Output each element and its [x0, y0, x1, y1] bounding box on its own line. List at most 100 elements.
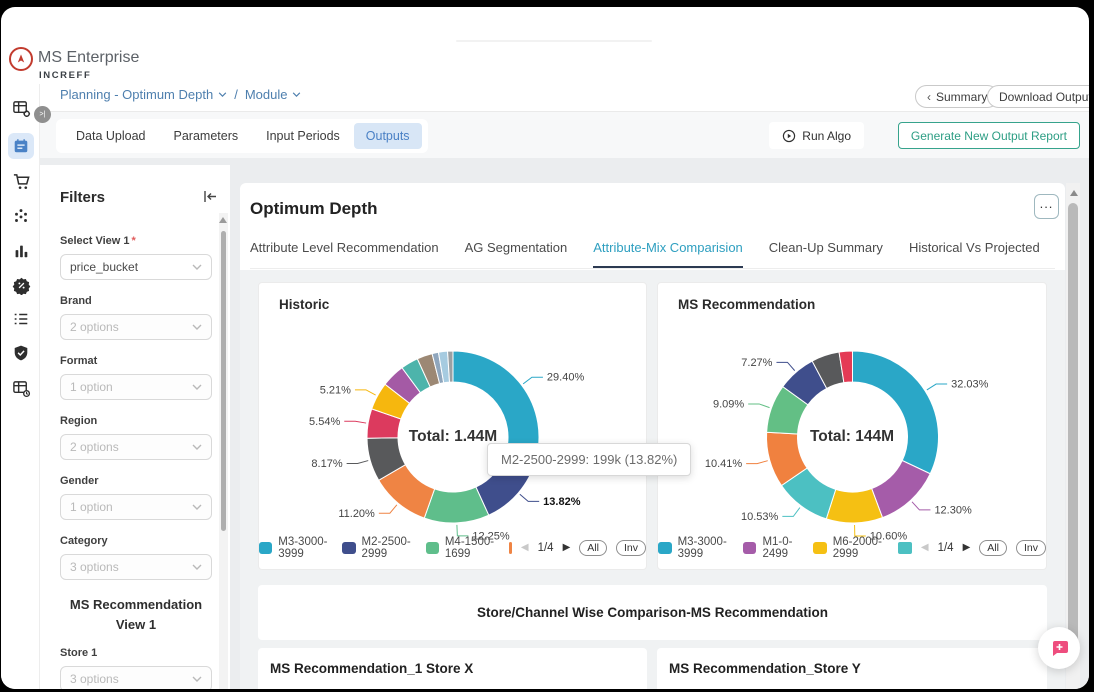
legend-prev-page-arrow[interactable]: ◀ [920, 542, 929, 553]
report-tab-historical-vs-projected[interactable]: Historical Vs Projected [908, 240, 1040, 255]
legend-inv-button[interactable]: Inv [615, 540, 646, 556]
run-algo-button[interactable]: Run Algo [769, 122, 864, 149]
generate-output-report-button[interactable]: Generate New Output Report [897, 122, 1080, 149]
bar-chart-icon[interactable] [8, 238, 34, 264]
sidebar-collapse-toggle[interactable]: >| [34, 106, 51, 123]
label-leader-line [346, 460, 369, 465]
pie-slice[interactable] [447, 350, 454, 383]
filter-field-region: Region 2 options [60, 415, 218, 460]
filter-field-format: Format 1 option [60, 355, 218, 400]
pie-label: 5.21% [320, 384, 351, 396]
report-tab-attribute-mix-comparision[interactable]: Attribute-Mix Comparision [593, 229, 743, 268]
report-tab-ag-segmentation[interactable]: AG Segmentation [464, 240, 568, 255]
filter-select-store-1[interactable]: 3 options [60, 666, 212, 689]
filter-select-region[interactable]: 2 options [60, 434, 212, 460]
legend-all-button[interactable]: All [579, 540, 607, 556]
legend-label: M4-1500-1699 [444, 536, 495, 560]
legend-item-m2-2500-2999[interactable]: M2-2500-2999 [342, 536, 416, 560]
report-tab-clean-up-summary[interactable]: Clean-Up Summary [768, 240, 883, 255]
pie-label: 29.40% [547, 372, 585, 384]
legend-swatch [342, 542, 356, 554]
report-tab-attribute-level-recommendation[interactable]: Attribute Level Recommendation [250, 240, 439, 255]
pie-label: 10.60% [870, 530, 908, 542]
pie-label: 12.25% [472, 530, 510, 542]
pie-label: 5.54% [309, 416, 340, 428]
filter-select-value: 1 option [70, 380, 113, 394]
collapse-panel-icon[interactable] [203, 190, 218, 203]
legend-item-m3-3000-3999[interactable]: M3-3000-3999 [259, 536, 333, 560]
pie-slice-m3-3000-3999[interactable] [852, 350, 940, 475]
download-outputs-button[interactable]: Download Outputs › [987, 85, 1089, 108]
filter-select-category[interactable]: 3 options [60, 554, 212, 580]
cluster-dots-icon[interactable] [8, 203, 34, 229]
legend-label: M3-3000-3999 [278, 536, 328, 560]
module-tab-outputs[interactable]: Outputs [353, 123, 422, 149]
legend-swatch [259, 542, 273, 554]
list-icon[interactable] [8, 306, 34, 332]
filter-select-brand[interactable]: 2 options [60, 314, 212, 340]
module-tabs: Data Upload Parameters Input Periods Output… [56, 119, 428, 153]
page-title: Optimum Depth [250, 199, 378, 218]
filter-select-value: price_bucket [70, 260, 139, 274]
discount-badge-icon[interactable] [8, 272, 34, 298]
chevron-down-icon [192, 264, 202, 270]
table-settings-icon[interactable] [8, 95, 34, 121]
summary-button[interactable]: ‹ Summary [915, 85, 1000, 108]
legend-item-truncated[interactable] [508, 542, 512, 554]
brand-org: INCREFF [39, 70, 92, 81]
pie-slice[interactable] [838, 350, 853, 384]
legend-item-truncated[interactable] [898, 542, 912, 554]
feedback-fab-button[interactable] [1038, 627, 1080, 669]
main-scrollbar-thumb[interactable] [1068, 203, 1078, 658]
filter-select-gender[interactable]: 1 option [60, 494, 212, 520]
legend-inv-button[interactable]: Inv [1015, 540, 1046, 556]
chevron-down-icon [192, 444, 202, 450]
legend-next-page-arrow[interactable]: ▶ [962, 542, 971, 553]
pie-label: 10.41% [705, 458, 743, 470]
pie-label: 13.82% [543, 496, 581, 508]
table-clock-icon[interactable] [8, 375, 34, 401]
pie-label: 32.03% [951, 379, 989, 391]
chevron-down-icon [218, 92, 227, 97]
legend-next-page-arrow[interactable]: ▶ [562, 542, 571, 553]
module-tab-parameters[interactable]: Parameters [173, 129, 239, 143]
filter-select-select-view-1[interactable]: price_bucket [60, 254, 212, 280]
filters-scrollbar-thumb[interactable] [221, 231, 226, 531]
chevron-down-icon [192, 676, 202, 683]
label-leader-line [748, 403, 770, 409]
filters-scrollbar-up-arrow[interactable] [219, 217, 227, 223]
legend-item-m4-1500-1699[interactable]: M4-1500-1699 [425, 536, 500, 560]
legend-item-m6-2000-2999[interactable]: M6-2000-2999 [813, 536, 889, 560]
filter-select-value: 2 options [70, 440, 119, 454]
filter-select-value: 3 options [70, 560, 119, 574]
legend-item-m1-0-2499[interactable]: M1-0-2499 [742, 536, 804, 560]
breadcrumb-link-module[interactable]: Module [245, 87, 302, 102]
module-tab-input-periods[interactable]: Input Periods [266, 129, 340, 143]
play-circle-icon [783, 129, 796, 142]
legend-item-m3-3000-3999[interactable]: M3-3000-3999 [658, 536, 734, 560]
shield-check-icon[interactable] [8, 340, 34, 366]
more-options-button[interactable]: ... [1034, 194, 1059, 219]
cart-icon[interactable] [8, 168, 34, 194]
feedback-chat-icon [1052, 641, 1068, 656]
pie-slice-m1-0-2499[interactable] [871, 459, 931, 519]
module-tab-band: Data Upload Parameters Input Periods Output… [40, 112, 1089, 158]
planning-board-icon[interactable] [8, 133, 34, 159]
breadcrumb: Planning - Optimum Depth / Module [60, 87, 301, 102]
filter-select-format[interactable]: 1 option [60, 374, 212, 400]
breadcrumb-label: Module [244, 87, 288, 102]
main-panel: Optimum Depth ... Attribute Level Recomm… [240, 183, 1065, 689]
legend-prev-page-arrow[interactable]: ◀ [520, 542, 529, 553]
filter-field-brand: Brand 2 options [60, 295, 218, 340]
breadcrumb-link-planning-optimum-depth[interactable]: Planning - Optimum Depth [60, 87, 227, 102]
pie-label: 11.20% [338, 508, 375, 520]
legend-all-button[interactable]: All [979, 540, 1007, 556]
chart-title: Historic [279, 297, 330, 312]
module-tab-data-upload[interactable]: Data Upload [76, 129, 146, 143]
chart-title: MS Recommendation [678, 297, 816, 312]
required-marker: * [131, 235, 136, 247]
main-scrollbar-up-arrow[interactable] [1070, 190, 1078, 196]
label-leader-line [926, 383, 948, 391]
filters-scroll-area: Select View 1 * price_bucket Brand 2 options… [40, 223, 218, 689]
